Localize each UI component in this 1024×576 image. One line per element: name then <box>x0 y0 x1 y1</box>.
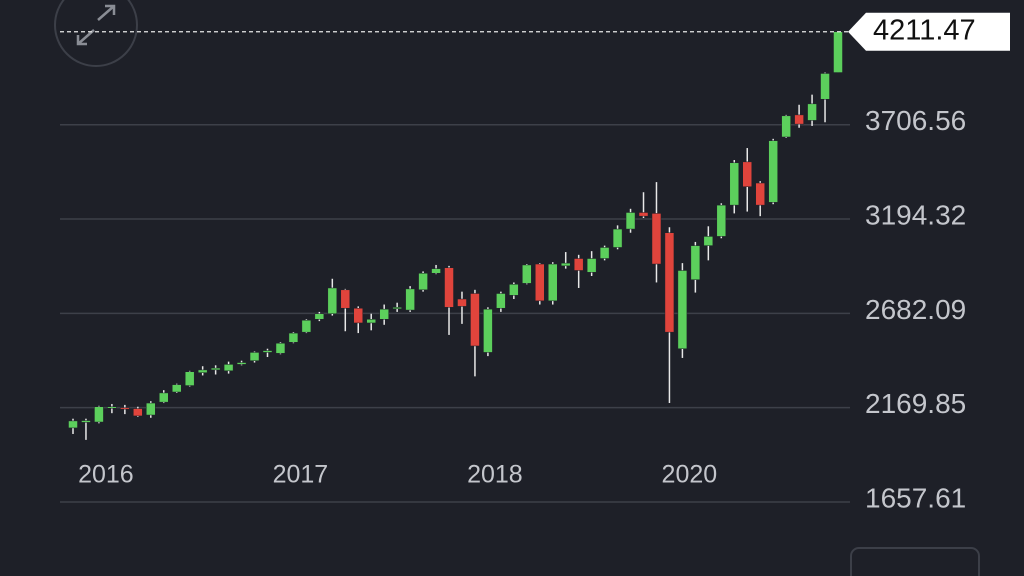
candle-body <box>444 267 454 308</box>
candle-body <box>171 384 182 393</box>
x-tick-label: 2017 <box>273 461 329 489</box>
candle-body <box>470 293 480 347</box>
candle-body <box>573 258 584 271</box>
y-tick-label: 3706.56 <box>865 105 966 136</box>
candle-body <box>625 212 636 230</box>
candle-body <box>535 263 545 302</box>
y-tick-label: 1657.61 <box>865 482 966 513</box>
candle-body <box>457 298 467 307</box>
candle-body <box>820 73 830 100</box>
candle-body <box>146 402 156 416</box>
candle-body <box>107 406 117 409</box>
candle-body <box>431 268 441 274</box>
candle-body <box>120 407 130 410</box>
y-tick-label: 3194.32 <box>865 199 966 230</box>
candle-body <box>288 332 299 343</box>
candle-body <box>68 420 78 429</box>
candle-body <box>236 362 247 365</box>
candle-body <box>781 115 791 138</box>
candle-body <box>197 369 208 373</box>
candle-body <box>340 289 351 309</box>
x-tick-label: 2018 <box>467 461 523 489</box>
candle-body <box>133 408 143 417</box>
candle-body <box>690 245 701 280</box>
candle-body <box>275 342 286 354</box>
candle-body <box>599 247 610 259</box>
candle-body <box>522 264 532 284</box>
candle-body <box>496 293 506 309</box>
candle-body <box>509 284 519 296</box>
x-tick-label: 2020 <box>662 461 718 489</box>
candle-body <box>560 262 571 267</box>
candle-body <box>392 307 402 310</box>
candle-body <box>768 140 778 203</box>
candle-body <box>703 236 714 246</box>
candle-body <box>794 114 804 125</box>
candle-body <box>483 308 493 353</box>
bottom-button[interactable] <box>850 547 980 576</box>
candle-body <box>81 420 91 423</box>
candle-body <box>184 371 195 386</box>
candle-body <box>366 319 376 324</box>
candle-body <box>314 313 325 320</box>
candle-body <box>405 288 415 311</box>
last-price-label: 4211.47 <box>873 14 976 46</box>
expand-button[interactable] <box>54 0 138 67</box>
x-tick-label: 2016 <box>78 461 134 489</box>
candle-body <box>612 228 623 248</box>
candle-body <box>833 31 843 73</box>
candle-body <box>94 406 104 423</box>
candle-body <box>677 270 688 349</box>
candle-body <box>418 272 428 291</box>
y-tick-label: 2169.85 <box>865 388 966 419</box>
candle-body <box>651 213 662 265</box>
candle-body <box>755 182 765 206</box>
candle-body <box>262 350 273 353</box>
expand-circle <box>54 0 138 67</box>
candle-body <box>353 307 364 324</box>
candle-body <box>547 263 558 302</box>
last-price-badge <box>848 12 1010 51</box>
candle-body <box>159 392 169 403</box>
candle-body <box>301 319 312 333</box>
expand-icon <box>76 4 116 46</box>
candle-body <box>742 161 752 187</box>
candle-body <box>586 258 597 273</box>
candle-body <box>729 162 740 206</box>
candle-body <box>638 212 649 217</box>
candle-body <box>664 232 675 333</box>
candle-body <box>716 204 727 237</box>
candle-body <box>210 367 221 371</box>
candle-body <box>327 287 338 315</box>
y-tick-label: 2682.09 <box>865 294 966 325</box>
candle-body <box>249 352 260 361</box>
candle-body <box>807 103 817 121</box>
candle-body <box>223 364 234 372</box>
candle-body <box>379 308 389 320</box>
